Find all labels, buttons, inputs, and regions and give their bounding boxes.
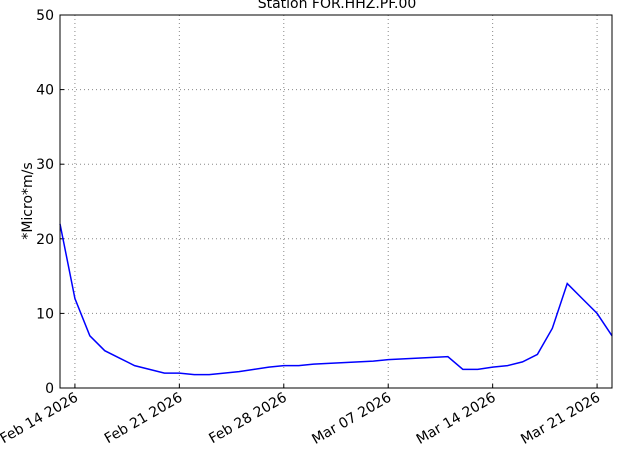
x-tick-label: Feb 14 2026: [0, 390, 81, 447]
y-tick-label: 40: [36, 83, 54, 99]
y-tick-label: 30: [36, 157, 54, 173]
x-tick-label: Feb 21 2026: [102, 390, 186, 447]
x-tick-label: Feb 28 2026: [206, 390, 290, 447]
data-line: [59, 223, 613, 376]
x-tick-label: Mar 21 2026: [518, 390, 603, 448]
chart-title: Station FOR.HHZ.PF.00: [258, 0, 417, 12]
x-tick-label: Mar 07 2026: [309, 390, 394, 448]
y-tick-label: 0: [45, 381, 54, 397]
y-tick-label: 10: [36, 306, 54, 322]
x-tick-label: Mar 14 2026: [414, 390, 499, 448]
plot-frame: [59, 14, 613, 389]
y-tick-label: 20: [36, 232, 54, 248]
y-tick-label: 50: [36, 8, 54, 24]
y-axis-label: *Micro*m/s: [20, 162, 36, 239]
